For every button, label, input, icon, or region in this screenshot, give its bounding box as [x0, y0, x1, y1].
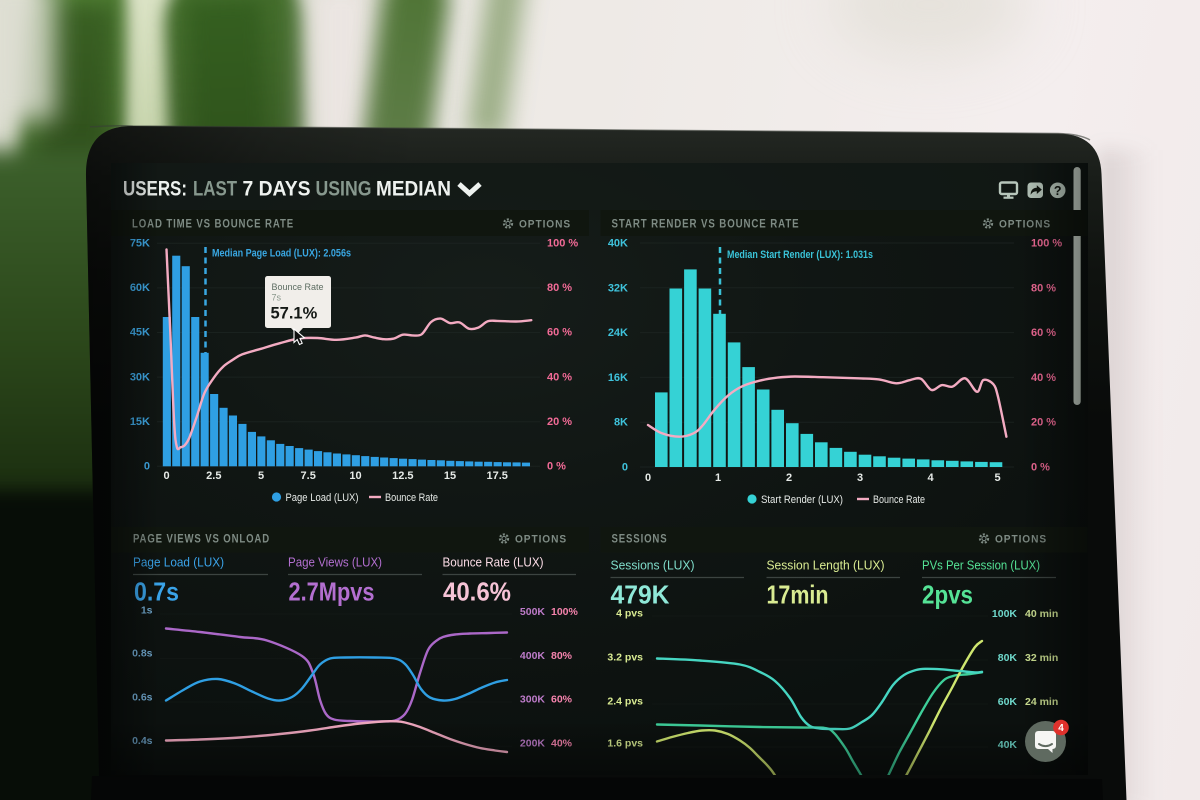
svg-text:479K: 479K	[611, 580, 670, 610]
svg-text:15: 15	[444, 470, 456, 482]
svg-text:USING: USING	[316, 178, 372, 201]
svg-text:2pvs: 2pvs	[922, 580, 973, 610]
svg-text:Bounce Rate: Bounce Rate	[385, 492, 438, 504]
svg-text:Median Start Render (LUX): 1.0: Median Start Render (LUX): 1.031s	[727, 249, 873, 261]
svg-text:24K: 24K	[608, 327, 628, 339]
svg-text:LAST: LAST	[193, 178, 237, 201]
svg-text:Page Load (LUX): Page Load (LUX)	[286, 492, 359, 504]
svg-text:0: 0	[645, 472, 651, 484]
svg-text:START RENDER VS BOUNCE RATE: START RENDER VS BOUNCE RATE	[612, 217, 800, 231]
svg-text:5: 5	[258, 470, 264, 482]
svg-text:57.1%: 57.1%	[271, 305, 318, 323]
svg-text:80 %: 80 %	[547, 282, 572, 294]
svg-text:7 DAYS: 7 DAYS	[243, 178, 311, 201]
svg-text:Bounce Rate: Bounce Rate	[272, 282, 324, 293]
svg-text:4: 4	[1058, 723, 1064, 734]
svg-text:MEDIAN: MEDIAN	[376, 178, 451, 201]
svg-text:Bounce Rate (LUX): Bounce Rate (LUX)	[443, 555, 544, 570]
svg-text:80%: 80%	[551, 650, 573, 662]
svg-text:0: 0	[622, 462, 628, 474]
svg-text:3: 3	[857, 472, 863, 484]
svg-text:40K: 40K	[608, 238, 628, 250]
svg-text:Page Views (LUX): Page Views (LUX)	[288, 555, 382, 570]
svg-text:17min: 17min	[767, 580, 829, 610]
svg-text:100%: 100%	[551, 606, 579, 618]
svg-text:500K: 500K	[520, 606, 546, 618]
svg-text:60 %: 60 %	[547, 327, 572, 339]
svg-text:SESSIONS: SESSIONS	[612, 532, 668, 546]
svg-text:5: 5	[994, 472, 1000, 484]
svg-text:4 pvs: 4 pvs	[616, 608, 643, 620]
svg-text:400K: 400K	[520, 650, 546, 662]
svg-text:Bounce Rate: Bounce Rate	[873, 494, 925, 506]
svg-text:Sessions (LUX): Sessions (LUX)	[611, 558, 695, 573]
svg-text:LOAD TIME VS BOUNCE RATE: LOAD TIME VS BOUNCE RATE	[132, 217, 294, 231]
svg-text:100 %: 100 %	[547, 238, 578, 250]
svg-text:40.6%: 40.6%	[443, 577, 511, 607]
svg-text:OPTIONS: OPTIONS	[515, 534, 567, 546]
svg-text:16K: 16K	[608, 372, 628, 384]
svg-text:1: 1	[715, 472, 721, 484]
svg-text:OPTIONS: OPTIONS	[519, 219, 571, 231]
svg-text:Session Length (LUX): Session Length (LUX)	[767, 558, 885, 573]
svg-text:17.5: 17.5	[486, 470, 507, 482]
svg-text:3.2 pvs: 3.2 pvs	[607, 652, 643, 664]
svg-text:20 %: 20 %	[547, 416, 572, 428]
svg-text:0 %: 0 %	[547, 461, 566, 473]
svg-text:8K: 8K	[614, 417, 628, 429]
svg-text:Median Page Load (LUX): 2.056s: Median Page Load (LUX): 2.056s	[212, 248, 351, 260]
svg-text:Start Render (LUX): Start Render (LUX)	[761, 494, 843, 506]
svg-text:12.5: 12.5	[392, 470, 413, 482]
svg-text:2.5: 2.5	[206, 470, 221, 482]
svg-text:10: 10	[349, 470, 361, 482]
svg-text:4: 4	[927, 472, 934, 484]
svg-text:32K: 32K	[608, 282, 628, 294]
svg-text:7.5: 7.5	[301, 470, 316, 482]
svg-text:2.7Mpvs: 2.7Mpvs	[289, 577, 375, 607]
svg-text:40 %: 40 %	[547, 371, 572, 383]
svg-text:2: 2	[786, 472, 792, 484]
svg-text:7s: 7s	[272, 293, 282, 303]
